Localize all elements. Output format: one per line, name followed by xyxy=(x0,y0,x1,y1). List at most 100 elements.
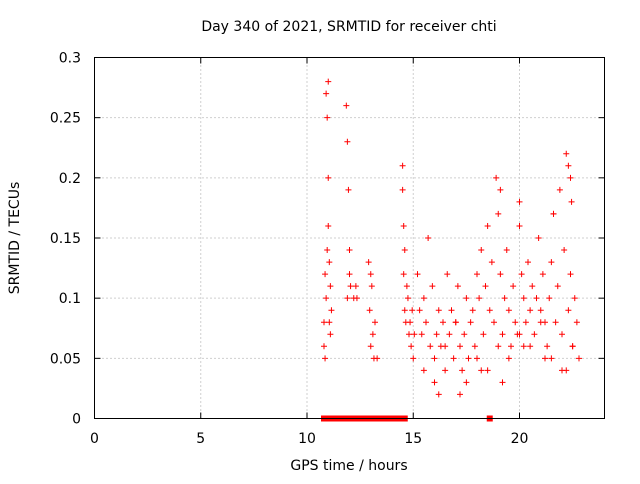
data-point xyxy=(410,355,417,362)
data-point xyxy=(414,271,421,278)
data-point xyxy=(450,355,457,362)
y-tick-label: 0.05 xyxy=(50,351,81,367)
data-point xyxy=(420,295,427,302)
data-point xyxy=(559,331,565,338)
data-point xyxy=(372,319,378,326)
data-point xyxy=(420,367,427,374)
x-tick-label: 5 xyxy=(196,431,205,447)
data-point xyxy=(516,198,523,205)
data-point xyxy=(520,343,527,350)
data-point xyxy=(347,283,354,290)
data-point xyxy=(527,307,534,314)
data-point xyxy=(369,331,376,338)
data-point xyxy=(571,295,578,302)
data-point xyxy=(343,102,350,109)
data-point xyxy=(367,343,374,350)
data-point xyxy=(563,150,570,157)
data-point xyxy=(366,307,373,314)
data-point xyxy=(344,295,351,302)
data-point xyxy=(495,343,502,350)
data-point xyxy=(576,355,582,362)
data-point xyxy=(367,271,374,278)
data-point xyxy=(484,222,491,229)
data-point xyxy=(427,343,434,350)
data-point xyxy=(491,319,497,326)
data-point xyxy=(569,343,576,350)
data-point xyxy=(565,162,572,169)
data-point xyxy=(431,355,438,362)
data-point xyxy=(328,307,335,314)
data-point xyxy=(469,307,476,314)
data-point xyxy=(400,222,407,229)
data-point xyxy=(478,367,485,374)
data-point xyxy=(561,247,568,254)
data-point xyxy=(544,343,551,350)
data-point xyxy=(510,283,517,290)
data-point xyxy=(433,331,440,338)
data-point xyxy=(346,271,353,278)
data-point xyxy=(563,367,570,374)
data-point xyxy=(325,174,332,181)
data-point xyxy=(518,271,525,278)
data-point xyxy=(353,295,360,302)
axis-ticks: 0 5 10 15 20 0 0.05 0.1 0.15 0.2 0.25 0.3 xyxy=(50,51,605,447)
data-point xyxy=(435,391,442,398)
x-tick-label: 20 xyxy=(511,431,529,447)
data-point xyxy=(374,355,381,362)
data-point xyxy=(546,295,553,302)
data-point xyxy=(508,343,514,350)
data-point xyxy=(442,343,449,350)
data-point xyxy=(322,271,329,278)
data-point xyxy=(442,367,449,374)
data-point xyxy=(444,271,451,278)
data-point xyxy=(520,295,527,302)
data-point xyxy=(550,210,557,217)
data-point xyxy=(493,174,500,181)
data-point xyxy=(409,307,416,314)
data-point xyxy=(352,283,359,290)
y-axis-label: SRMTID / TECUs xyxy=(7,182,23,295)
data-point xyxy=(327,331,334,338)
x-tick-label: 0 xyxy=(90,431,99,447)
x-tick-label: 10 xyxy=(298,431,316,447)
data-point xyxy=(476,295,483,302)
data-point xyxy=(446,331,453,338)
data-point xyxy=(440,319,446,326)
data-point xyxy=(403,283,410,290)
data-point xyxy=(552,319,559,326)
data-point xyxy=(567,271,574,278)
data-point xyxy=(503,247,510,254)
data-point xyxy=(416,307,423,314)
data-point xyxy=(480,331,487,338)
data-point xyxy=(400,271,407,278)
data-point xyxy=(548,355,555,362)
data-point xyxy=(535,235,542,241)
data-point xyxy=(323,90,330,97)
data-point xyxy=(568,198,575,205)
data-point xyxy=(474,355,480,362)
data-point xyxy=(522,319,529,326)
y-tick-label: 0.2 xyxy=(59,171,81,187)
data-point xyxy=(495,210,502,217)
data-point xyxy=(505,355,512,362)
data-point xyxy=(323,295,330,302)
data-point xyxy=(537,307,544,314)
data-point xyxy=(459,367,466,374)
data-point xyxy=(429,283,436,290)
data-point xyxy=(567,174,574,181)
x-tick-label: 15 xyxy=(404,431,422,447)
data-point xyxy=(457,391,463,398)
grid xyxy=(94,57,605,419)
data-point xyxy=(482,283,489,290)
data-point xyxy=(531,331,538,338)
data-point xyxy=(435,307,442,314)
data-point xyxy=(418,331,425,338)
data-point xyxy=(471,343,478,350)
data-point xyxy=(401,307,408,314)
data-point xyxy=(484,367,491,374)
data-point xyxy=(324,247,331,254)
data-point xyxy=(474,271,480,278)
data-point xyxy=(499,331,506,338)
data-point xyxy=(527,343,534,350)
